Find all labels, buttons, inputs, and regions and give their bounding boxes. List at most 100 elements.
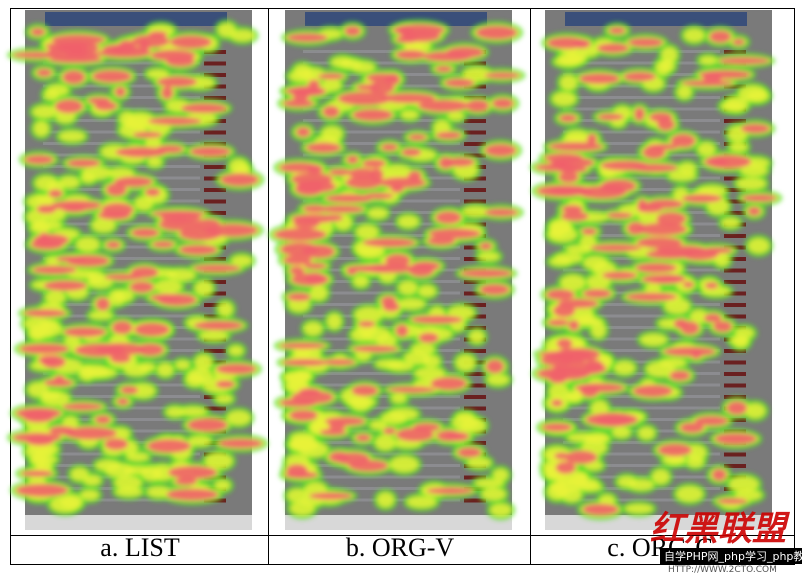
result-row <box>43 61 200 65</box>
heat-red <box>740 123 770 134</box>
heat-red <box>95 415 111 425</box>
result-row <box>303 383 460 387</box>
heat-red <box>337 91 392 106</box>
heat-red <box>218 438 263 449</box>
heat-yellow <box>738 85 767 102</box>
heat-red <box>56 41 100 55</box>
heat-red <box>714 433 757 445</box>
heat-red <box>54 99 83 114</box>
heat-yellow <box>729 476 759 493</box>
heat-red <box>479 242 493 250</box>
result-row <box>563 372 720 375</box>
watermark: 红黑联盟 自学PHP网_php学习_php教 HTTP://WWW.2CTO.C… <box>650 509 802 573</box>
heat-red <box>584 359 604 373</box>
heat-red <box>305 272 326 285</box>
result-button <box>204 280 226 284</box>
heat-yellow <box>139 363 156 372</box>
heat-red <box>362 159 386 168</box>
heat-yellow <box>114 475 142 490</box>
heat-red <box>396 35 418 44</box>
heat-red <box>319 428 347 436</box>
heat-red <box>309 492 352 500</box>
heat-yellow <box>80 490 99 500</box>
heat-yellow <box>40 391 70 406</box>
heat-red <box>120 386 139 395</box>
heat-red <box>287 33 328 42</box>
heat-red <box>388 386 436 393</box>
heat-yellow <box>95 460 121 471</box>
heat-red <box>169 35 212 49</box>
heat-red <box>180 103 227 114</box>
heat-red <box>702 71 722 83</box>
heat-red <box>21 470 53 477</box>
heat-yellow <box>108 290 125 306</box>
heat-yellow <box>304 322 323 336</box>
heat-yellow <box>294 64 312 78</box>
heat-red <box>542 423 572 432</box>
heat-red <box>280 242 319 257</box>
result-row <box>43 257 200 260</box>
heat-red <box>561 211 589 222</box>
heat-red <box>328 168 352 176</box>
heat-yellow <box>166 407 184 417</box>
heat-yellow <box>134 196 153 211</box>
heat-yellow <box>28 324 47 341</box>
result-row <box>563 314 720 318</box>
heat <box>6 19 269 517</box>
heat-red <box>101 202 134 217</box>
heat-yellow <box>327 313 342 329</box>
heat-yellow <box>736 177 766 190</box>
heat-red <box>166 488 218 501</box>
caption: a. LIST <box>100 533 180 562</box>
heat-yellow <box>398 298 425 310</box>
heat-red <box>583 288 612 299</box>
result-row <box>303 395 460 398</box>
heat-red <box>294 181 324 196</box>
result-button <box>204 96 226 100</box>
heat-red <box>152 241 174 248</box>
heat-yellow <box>124 116 154 131</box>
heat-red <box>652 274 686 284</box>
heat-yellow <box>64 336 80 347</box>
heat-yellow <box>187 368 213 383</box>
heat-yellow <box>356 225 379 239</box>
result-button <box>724 211 746 215</box>
heat-red <box>24 309 67 318</box>
heat-yellow <box>147 157 162 167</box>
heat-red <box>136 343 164 356</box>
heat-red <box>174 477 198 486</box>
heat-red <box>32 265 77 275</box>
result-row <box>563 464 720 467</box>
heat-red <box>568 320 580 331</box>
heat-red <box>600 179 636 193</box>
heat-red <box>113 44 124 54</box>
heat <box>268 19 526 521</box>
heat-yellow <box>625 503 654 514</box>
heat-yellow <box>668 170 696 181</box>
heat-red <box>106 241 121 249</box>
heat-yellow <box>87 367 117 378</box>
heat-yellow <box>729 142 748 152</box>
heat-red <box>574 383 625 393</box>
heat-yellow <box>35 176 58 191</box>
heat-yellow <box>456 354 476 371</box>
heat-red <box>131 34 170 48</box>
heat-yellow <box>229 345 244 356</box>
result-button <box>724 303 746 307</box>
result-button <box>204 349 226 353</box>
heat-red <box>324 214 344 222</box>
result-button <box>724 50 746 54</box>
heat-red <box>732 38 745 46</box>
heat-red <box>418 332 439 343</box>
heat-red <box>634 107 645 121</box>
heat-yellow <box>388 408 418 420</box>
heat-yellow <box>561 487 582 502</box>
heat-yellow <box>414 367 445 380</box>
heat-red <box>556 338 573 349</box>
heat-red <box>129 281 154 293</box>
heat-red <box>669 370 691 381</box>
heat-red <box>600 160 649 171</box>
heat-yellow <box>115 487 143 497</box>
result-button <box>464 475 486 480</box>
result-button <box>464 142 486 146</box>
